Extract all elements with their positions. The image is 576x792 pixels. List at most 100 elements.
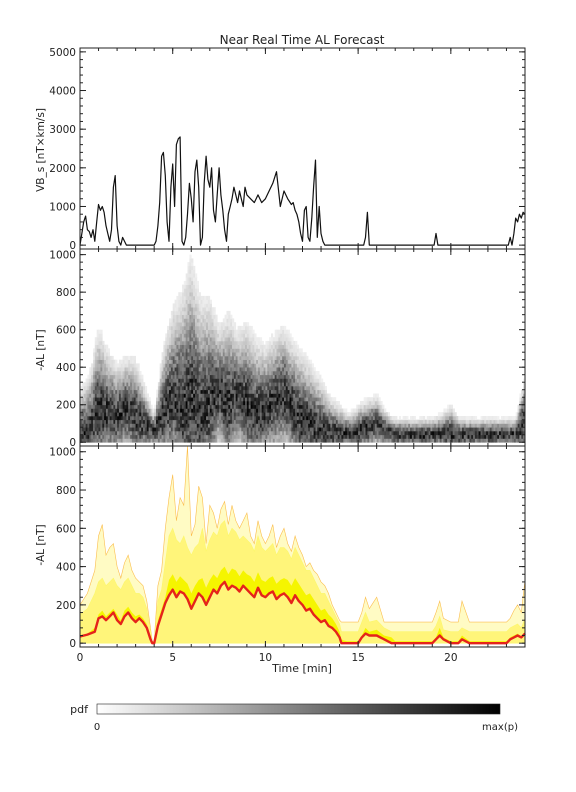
- probability-cell: [104, 416, 107, 421]
- probability-cell: [224, 378, 227, 383]
- probability-cell: [482, 427, 485, 432]
- probability-cell: [178, 434, 181, 439]
- probability-cell: [196, 292, 199, 297]
- probability-cell: [267, 367, 270, 372]
- probability-cell: [83, 419, 86, 424]
- probability-cell: [278, 401, 281, 406]
- probability-cell: [107, 434, 110, 439]
- probability-cell: [384, 408, 387, 413]
- probability-cell: [508, 438, 511, 443]
- probability-cell: [434, 427, 437, 432]
- probability-cell: [206, 363, 209, 368]
- probability-cell: [80, 412, 83, 417]
- probability-cell: [252, 438, 255, 443]
- probability-cell: [85, 382, 88, 387]
- probability-cell: [384, 427, 387, 432]
- probability-cell: [118, 397, 122, 402]
- probability-cell: [213, 416, 216, 421]
- probability-cell: [195, 419, 198, 424]
- probability-cell: [222, 363, 225, 368]
- probability-cell: [163, 408, 166, 413]
- probability-cell: [96, 333, 99, 338]
- probability-cell: [306, 401, 309, 406]
- probability-cell: [293, 344, 296, 349]
- probability-cell: [322, 412, 326, 417]
- probability-cell: [404, 431, 407, 436]
- probability-cell: [195, 363, 198, 368]
- probability-cell: [195, 303, 198, 308]
- probability-cell: [241, 348, 244, 353]
- probability-cell: [250, 348, 253, 353]
- probability-cell: [317, 404, 320, 409]
- probability-cell: [515, 431, 518, 436]
- probability-cell: [278, 359, 281, 364]
- probability-cell: [183, 371, 186, 376]
- probability-cell: [122, 359, 125, 364]
- probability-cell: [480, 431, 483, 436]
- probability-cell: [100, 419, 103, 424]
- probability-cell: [141, 374, 144, 379]
- probability-cell: [211, 412, 214, 417]
- y-tick-label: 3000: [49, 124, 76, 136]
- probability-cell: [172, 367, 175, 372]
- probability-cell: [189, 333, 192, 338]
- probability-cell: [235, 337, 238, 342]
- probability-cell: [343, 408, 346, 413]
- probability-cell: [250, 382, 253, 387]
- probability-cell: [204, 329, 207, 334]
- probability-cell: [237, 340, 240, 345]
- probability-cell: [523, 393, 526, 398]
- probability-cell: [206, 412, 209, 417]
- probability-cell: [233, 427, 237, 432]
- probability-cell: [515, 419, 518, 424]
- probability-cell: [91, 438, 94, 443]
- probability-cell: [250, 340, 253, 345]
- probability-cell: [502, 431, 505, 436]
- probability-cell: [172, 419, 175, 424]
- probability-cell: [276, 329, 279, 334]
- probability-cell: [94, 386, 97, 391]
- probability-cell: [354, 438, 357, 443]
- probability-cell: [202, 340, 205, 345]
- probability-cell: [287, 389, 290, 394]
- probability-cell: [228, 325, 231, 330]
- probability-cell: [178, 378, 181, 383]
- probability-cell: [106, 359, 109, 364]
- probability-cell: [293, 397, 296, 402]
- probability-cell: [245, 382, 248, 387]
- probability-cell: [321, 431, 324, 436]
- probability-cell: [274, 363, 277, 368]
- probability-cell: [165, 434, 168, 439]
- probability-cell: [219, 416, 222, 421]
- probability-cell: [437, 431, 441, 436]
- probability-cell: [228, 355, 231, 360]
- probability-cell: [167, 401, 170, 406]
- probability-cell: [98, 359, 101, 364]
- probability-cell: [513, 416, 517, 421]
- probability-cell: [280, 337, 283, 342]
- probability-cell: [271, 344, 274, 349]
- probability-cell: [233, 386, 237, 391]
- probability-cell: [272, 397, 275, 402]
- probability-cell: [246, 401, 250, 406]
- probability-cell: [189, 348, 192, 353]
- probability-cell: [170, 423, 174, 428]
- probability-cell: [185, 307, 188, 312]
- probability-cell: [393, 438, 396, 443]
- probability-cell: [285, 401, 288, 406]
- probability-cell: [191, 310, 194, 315]
- probability-cell: [300, 434, 303, 439]
- probability-cell: [139, 408, 142, 413]
- probability-cell: [198, 397, 201, 402]
- probability-cell: [272, 352, 275, 357]
- probability-cell: [367, 427, 370, 432]
- probability-cell: [269, 367, 272, 372]
- probability-cell: [304, 423, 307, 428]
- probability-cell: [347, 416, 350, 421]
- probability-cell: [85, 423, 88, 428]
- probability-cell: [317, 397, 320, 402]
- probability-cell: [235, 352, 238, 357]
- probability-cell: [222, 359, 225, 364]
- probability-cell: [228, 419, 231, 424]
